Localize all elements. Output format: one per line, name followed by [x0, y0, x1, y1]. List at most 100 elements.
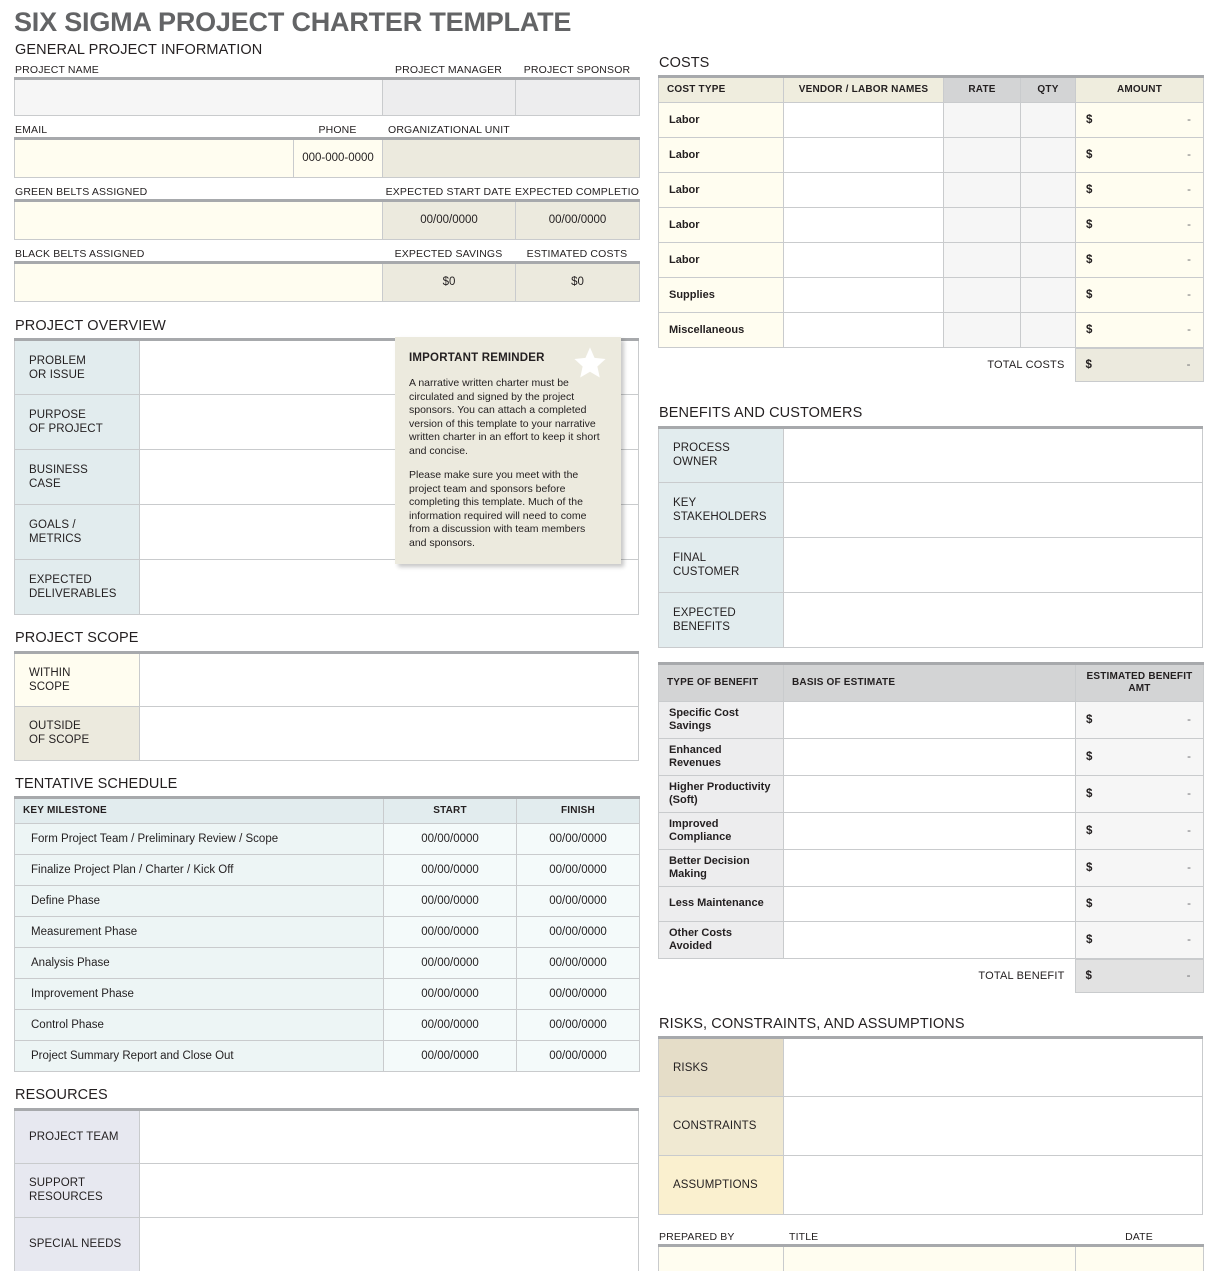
benefit-basis-input[interactable] [783, 848, 1076, 887]
resources-input-project-team[interactable] [139, 1108, 639, 1164]
schedule-start[interactable]: 00/00/0000 [383, 1040, 517, 1073]
table-row: Labor $ - [658, 172, 1204, 209]
date-input[interactable] [1075, 1245, 1204, 1271]
benefits-input-expected-benefits[interactable] [783, 591, 1203, 648]
resources-input-special-needs[interactable] [139, 1216, 639, 1271]
general-row-3: GREEN BELTS ASSIGNED EXPECTED START DATE… [14, 184, 639, 199]
benefit-type: Specific Cost Savings [658, 700, 784, 739]
cost-vendor-input[interactable] [783, 277, 944, 314]
scope-input-outside[interactable] [139, 705, 639, 761]
prepared-by-input[interactable] [658, 1245, 784, 1271]
cost-rate-input[interactable] [943, 312, 1021, 349]
org-unit-input[interactable] [382, 138, 640, 179]
email-input[interactable] [14, 138, 294, 179]
cost-qty-input[interactable] [1020, 172, 1076, 209]
section-title-scope: PROJECT SCOPE [15, 630, 139, 647]
benefits-input-final-customer[interactable] [783, 536, 1203, 593]
benefit-header-basis: BASIS OF ESTIMATE [783, 662, 1076, 702]
cost-rate-input[interactable] [943, 102, 1021, 139]
resources-input-support[interactable] [139, 1162, 639, 1218]
schedule-finish[interactable]: 00/00/0000 [516, 978, 640, 1011]
estimated-costs-label: ESTIMATED COSTS [526, 248, 628, 261]
benefit-basis-input[interactable] [783, 885, 1076, 922]
cost-vendor-input[interactable] [783, 242, 944, 279]
schedule-finish[interactable]: 00/00/0000 [516, 823, 640, 856]
schedule-finish[interactable]: 00/00/0000 [516, 1040, 640, 1073]
cost-rate-input[interactable] [943, 242, 1021, 279]
schedule-finish[interactable]: 00/00/0000 [516, 885, 640, 918]
schedule-start[interactable]: 00/00/0000 [383, 1009, 517, 1042]
cost-qty-input[interactable] [1020, 312, 1076, 349]
expected-completion-input[interactable]: 00/00/0000 [515, 200, 640, 241]
currency-symbol: $ [1086, 861, 1093, 874]
benefits-total-label: TOTAL BENEFIT [978, 969, 1065, 982]
cost-qty-input[interactable] [1020, 137, 1076, 174]
expected-savings-input[interactable]: $0 [382, 262, 516, 303]
cost-rate-input[interactable] [943, 277, 1021, 314]
schedule-start[interactable]: 00/00/0000 [383, 885, 517, 918]
cost-rate-input[interactable] [943, 137, 1021, 174]
cost-type: Labor [658, 207, 784, 244]
project-manager-input[interactable] [382, 78, 516, 117]
cost-vendor-input[interactable] [783, 207, 944, 244]
benefits-input-key-stakeholders[interactable] [783, 481, 1203, 538]
green-belts-input[interactable] [14, 200, 383, 241]
cost-rate-input[interactable] [943, 172, 1021, 209]
schedule-finish[interactable]: 00/00/0000 [516, 1009, 640, 1042]
benefit-basis-input[interactable] [783, 700, 1076, 739]
schedule-start[interactable]: 00/00/0000 [383, 947, 517, 980]
cost-qty-input[interactable] [1020, 277, 1076, 314]
project-name-input[interactable] [14, 78, 383, 117]
schedule-finish[interactable]: 00/00/0000 [516, 854, 640, 887]
benefit-basis-input[interactable] [783, 737, 1076, 776]
reminder-paragraph-1: A narrative written charter must be circ… [409, 377, 600, 457]
risks-input-constraints[interactable] [783, 1096, 1203, 1157]
amount-value: - [1187, 861, 1191, 874]
section-title-overview: PROJECT OVERVIEW [15, 318, 166, 335]
table-row: PROJECT TEAM [14, 1108, 639, 1164]
cost-amount: $ - [1075, 312, 1204, 349]
benefits-input-process-owner[interactable] [783, 426, 1203, 483]
cost-qty-input[interactable] [1020, 102, 1076, 139]
amount-value: - [1187, 787, 1191, 800]
table-row: Less Maintenance $ - [658, 885, 1204, 922]
cost-qty-input[interactable] [1020, 207, 1076, 244]
schedule-finish[interactable]: 00/00/0000 [516, 947, 640, 980]
project-sponsor-input[interactable] [515, 78, 640, 117]
scope-table: WITHIN SCOPE OUTSIDE OF SCOPE [14, 650, 639, 761]
cost-qty-input[interactable] [1020, 242, 1076, 279]
cost-vendor-input[interactable] [783, 172, 944, 209]
phone-input[interactable]: 000-000-0000 [293, 138, 383, 179]
title-input[interactable] [783, 1245, 1076, 1271]
cost-rate-input[interactable] [943, 207, 1021, 244]
expected-start-date-input[interactable]: 00/00/0000 [382, 200, 516, 241]
cost-amount: $ - [1075, 207, 1204, 244]
benefit-type: Improved Compliance [658, 811, 784, 850]
risks-label-assumptions: ASSUMPTIONS [658, 1155, 784, 1216]
risks-input-risks[interactable] [783, 1037, 1203, 1098]
black-belts-input[interactable] [14, 262, 383, 303]
amount-value: - [1187, 114, 1191, 127]
benefit-basis-input[interactable] [783, 774, 1076, 813]
scope-input-within[interactable] [139, 651, 639, 707]
table-row: PROCESS OWNER [658, 426, 1203, 483]
schedule-finish[interactable]: 00/00/0000 [516, 916, 640, 949]
table-row: OUTSIDE OF SCOPE [14, 705, 639, 761]
schedule-start[interactable]: 00/00/0000 [383, 823, 517, 856]
schedule-start[interactable]: 00/00/0000 [383, 854, 517, 887]
estimated-costs-input[interactable]: $0 [515, 262, 640, 303]
currency-symbol: $ [1086, 149, 1093, 162]
benefit-basis-input[interactable] [783, 920, 1076, 959]
overview-input-deliverables[interactable] [139, 559, 639, 616]
schedule-start[interactable]: 00/00/0000 [383, 978, 517, 1011]
benefit-basis-input[interactable] [783, 811, 1076, 850]
cost-vendor-input[interactable] [783, 137, 944, 174]
cost-vendor-input[interactable] [783, 312, 944, 349]
cost-vendor-input[interactable] [783, 102, 944, 139]
benefit-header-type: TYPE OF BENEFIT [658, 662, 784, 702]
schedule-milestone: Form Project Team / Preliminary Review /… [14, 823, 384, 856]
risks-input-assumptions[interactable] [783, 1155, 1203, 1216]
table-row: Enhanced Revenues $ - [658, 737, 1204, 776]
schedule-start[interactable]: 00/00/0000 [383, 916, 517, 949]
expected-savings-label: EXPECTED SAVINGS [394, 248, 503, 261]
